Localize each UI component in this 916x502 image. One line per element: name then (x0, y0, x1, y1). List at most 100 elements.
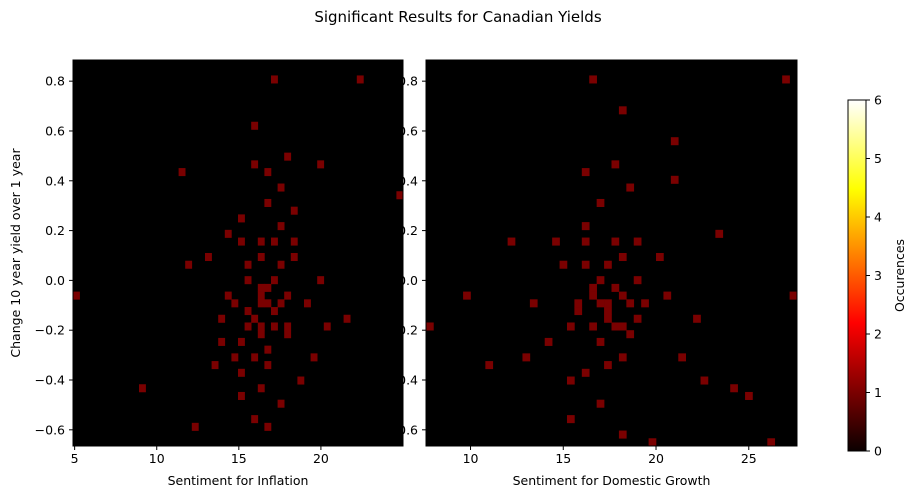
y-tick-label: 0.6 (45, 123, 65, 138)
colorbar-label: Occurences (892, 239, 907, 312)
heatmap-cell (566, 415, 575, 424)
heatmap-cell (626, 330, 635, 339)
heatmap-cell (185, 260, 193, 269)
heatmap-cell (604, 299, 612, 308)
heatmap-cell (284, 291, 292, 300)
x-tick-label: 10 (463, 451, 479, 466)
heatmap-cell (271, 276, 278, 285)
heatmap-cell (238, 214, 245, 223)
heatmap-panel-inflation: 5 10 15 20 −0.6 −0.4 −0.2 0.0 0.2 0.4 0.6 0.8 Sentim… (8, 59, 404, 488)
heatmap-cell (264, 168, 272, 177)
heatmap-cell (297, 376, 305, 385)
heatmap-cell (264, 198, 272, 207)
heatmap-cell (700, 376, 709, 385)
colorbar-tick-label: 5 (874, 151, 882, 166)
heatmap-cell (73, 291, 80, 300)
heatmap-cell (574, 299, 583, 308)
heatmap-cell (244, 307, 252, 316)
heatmap-cell (244, 260, 252, 269)
heatmap-cell (633, 237, 642, 246)
heatmap-cell (715, 229, 724, 238)
heatmap-cell (581, 222, 590, 231)
heatmap-cell (211, 361, 219, 370)
heatmap-cell (626, 183, 635, 192)
y-tick-label: −0.2 (35, 323, 65, 338)
heatmap-cell (566, 322, 575, 331)
x-axis-label: Sentiment for Inflation (168, 473, 309, 488)
heatmap-cell (589, 283, 597, 292)
heatmap-cell (596, 276, 605, 285)
heatmap-cell (244, 276, 252, 285)
heatmap-cell (596, 337, 605, 346)
heatmap-cell (656, 253, 664, 262)
heatmap-cell (277, 260, 285, 269)
y-tick-label: 0.8 (398, 74, 418, 89)
heatmap-background (73, 60, 403, 446)
heatmap-cell (191, 422, 199, 431)
heatmap-cell (782, 75, 790, 84)
y-tick-label: 0.2 (45, 223, 65, 238)
heatmap-cell (596, 399, 605, 408)
heatmap-cell (343, 314, 351, 323)
heatmap-cell (257, 253, 265, 262)
heatmap-cell (317, 160, 325, 169)
heatmap-cell (670, 175, 679, 184)
plot-frame (425, 59, 798, 447)
y-tick-label: −0.6 (388, 422, 418, 437)
heatmap-cell (574, 307, 583, 316)
x-tick-label: 10 (149, 451, 165, 466)
heatmap-cell (251, 314, 259, 323)
colorbar-tick-label: 6 (874, 93, 882, 108)
heatmap-cell (789, 291, 798, 300)
heatmap-cell (581, 168, 590, 177)
y-axis-label: Change 10 year yield over 1 year (8, 148, 23, 358)
heatmap-cell (277, 183, 285, 192)
y-tick-label: 0.4 (398, 173, 418, 188)
heatmap-cell (618, 291, 627, 300)
heatmap-cell (290, 237, 298, 246)
heatmap-cell (231, 299, 239, 308)
x-tick-label: 25 (741, 451, 757, 466)
y-tick-label: 0.0 (45, 273, 65, 288)
heatmap-cell (522, 353, 531, 362)
heatmap-cell (264, 299, 272, 308)
heatmap-cell (271, 322, 278, 331)
heatmap-cell (544, 337, 553, 346)
heatmap-cell (224, 229, 232, 238)
heatmap-cell (251, 353, 259, 362)
heatmap-cell (663, 291, 672, 300)
heatmap-cell (396, 191, 404, 200)
x-axis-label: Sentiment for Domestic Growth (513, 473, 711, 488)
heatmap-cell (693, 314, 701, 323)
heatmap-cell (205, 253, 212, 262)
heatmap-cell (277, 399, 285, 408)
colorbar-tick-label: 3 (874, 268, 882, 283)
heatmap-cell (178, 168, 186, 177)
heatmap-panel-domestic-growth: 10 15 20 25 −0.6 −0.4 −0.2 0.0 0.2 0.4 0.6 0.8 Senti… (361, 59, 798, 488)
heatmap-cell (244, 322, 252, 331)
heatmap-cell (323, 322, 331, 331)
heatmap-cell (139, 384, 146, 393)
y-tick-label: 0.6 (398, 123, 418, 138)
heatmap-cell (633, 276, 642, 285)
heatmap-cell (231, 353, 239, 362)
heatmap-cell (257, 283, 265, 292)
heatmap-cell (507, 237, 516, 246)
heatmap-cell (264, 422, 272, 431)
heatmap-cell (589, 322, 597, 331)
heatmap-cell (566, 376, 575, 385)
heatmap-cell (264, 361, 272, 370)
heatmap-cell (271, 237, 278, 246)
heatmap-cell (611, 283, 620, 292)
colorbar-tick-label: 0 (874, 444, 882, 459)
heatmap-cell (257, 322, 265, 331)
heatmap-cell (485, 361, 494, 370)
x-tick-label: 20 (648, 451, 664, 466)
heatmap-cell (633, 314, 642, 323)
heatmap-cell (589, 291, 597, 300)
heatmap-cell (648, 438, 657, 447)
heatmap-cell (604, 307, 612, 316)
y-tick-label: −0.6 (35, 422, 65, 437)
